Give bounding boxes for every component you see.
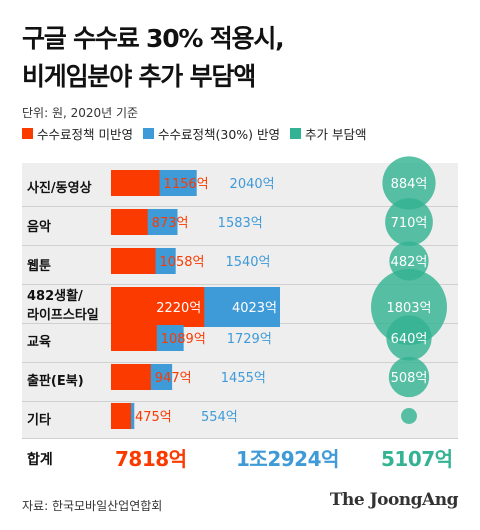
unit-note: 단위: 원, 2020년 기준 bbox=[22, 106, 139, 120]
legend-label-applied: 수수료정책(30%) 반영 bbox=[157, 127, 280, 142]
label-applied: 1455억 bbox=[221, 371, 266, 386]
label-applied: 1729억 bbox=[227, 332, 272, 347]
row-divider bbox=[22, 284, 458, 285]
total-label: 합계 bbox=[27, 452, 53, 468]
label-not-applied: 873억 bbox=[152, 216, 189, 231]
legend: 수수료정책 미반영 수수료정책(30%) 반영 추가 부담액 bbox=[22, 124, 376, 143]
label-extra: 884억 bbox=[391, 177, 428, 192]
label-applied: 2040억 bbox=[230, 177, 275, 192]
label-not-applied: 1058억 bbox=[159, 255, 204, 270]
legend-item-not-applied: 수수료정책 미반영 bbox=[22, 124, 133, 143]
label-extra: 508억 bbox=[391, 371, 428, 386]
total-extra: 5107억 bbox=[381, 447, 453, 471]
bar-not-applied bbox=[111, 170, 160, 196]
total-applied: 1조2924억 bbox=[236, 447, 339, 471]
row-divider bbox=[22, 362, 458, 363]
category-label: 교육 bbox=[27, 335, 51, 350]
legend-swatch-blue bbox=[142, 128, 154, 139]
label-not-applied: 475억 bbox=[135, 410, 172, 425]
bar-not-applied bbox=[111, 325, 157, 351]
label-not-applied: 2220억 bbox=[156, 301, 201, 316]
bubble-extra bbox=[382, 156, 436, 210]
title-line-2: 비게임분야 추가 부담액 bbox=[22, 62, 256, 91]
bubble-extra bbox=[401, 408, 417, 424]
bar-not-applied bbox=[111, 209, 148, 235]
label-not-applied: 947억 bbox=[155, 371, 192, 386]
bubble-extra bbox=[388, 356, 430, 398]
legend-swatch-red bbox=[22, 128, 33, 139]
legend-item-extra: 추가 부담액 bbox=[290, 124, 366, 143]
bar-not-applied bbox=[111, 364, 151, 390]
total-not-applied: 7818억 bbox=[115, 447, 187, 471]
label-applied: 4023억 bbox=[232, 301, 277, 316]
legend-swatch-green bbox=[290, 128, 301, 139]
row-divider bbox=[22, 206, 458, 207]
label-extra: 640억 bbox=[391, 332, 428, 347]
row-divider bbox=[22, 438, 458, 439]
label-extra: 482억 bbox=[391, 255, 428, 270]
legend-label-extra: 추가 부담액 bbox=[305, 127, 367, 142]
category-label: 482생활/라이프스타일 bbox=[27, 289, 99, 323]
legend-item-applied: 수수료정책(30%) 반영 bbox=[142, 124, 280, 143]
label-applied: 554억 bbox=[201, 410, 238, 425]
row-divider bbox=[22, 401, 458, 402]
label-applied: 1540억 bbox=[225, 255, 270, 270]
bar-not-applied bbox=[111, 248, 156, 274]
label-not-applied: 1156억 bbox=[164, 177, 209, 192]
page-title: 구글 수수료 30% 적용시, 비게임분야 추가 부담액 bbox=[22, 20, 285, 96]
label-not-applied: 1089억 bbox=[161, 332, 206, 347]
row-divider bbox=[22, 245, 458, 246]
brand-logo: The JoongAng bbox=[329, 490, 459, 510]
category-label: 음악 bbox=[27, 220, 51, 235]
category-label: 기타 bbox=[27, 413, 51, 428]
legend-label-not-applied: 수수료정책 미반영 bbox=[37, 127, 133, 142]
category-label: 출판(E북) bbox=[27, 374, 84, 389]
label-extra: 710억 bbox=[391, 216, 428, 231]
category-label: 웹툰 bbox=[27, 259, 51, 274]
label-extra: 1803억 bbox=[386, 301, 431, 316]
bubble-extra bbox=[386, 315, 432, 361]
bar-not-applied bbox=[111, 403, 131, 429]
bar-not-applied bbox=[111, 287, 205, 327]
category-label: 사진/동영상 bbox=[27, 181, 92, 196]
title-line-1: 구글 수수료 30% 적용시, bbox=[22, 24, 285, 53]
source-note: 자료: 한국모바일산업연합회 bbox=[22, 499, 163, 513]
label-applied: 1583억 bbox=[218, 216, 263, 231]
bubble-extra bbox=[385, 198, 433, 246]
